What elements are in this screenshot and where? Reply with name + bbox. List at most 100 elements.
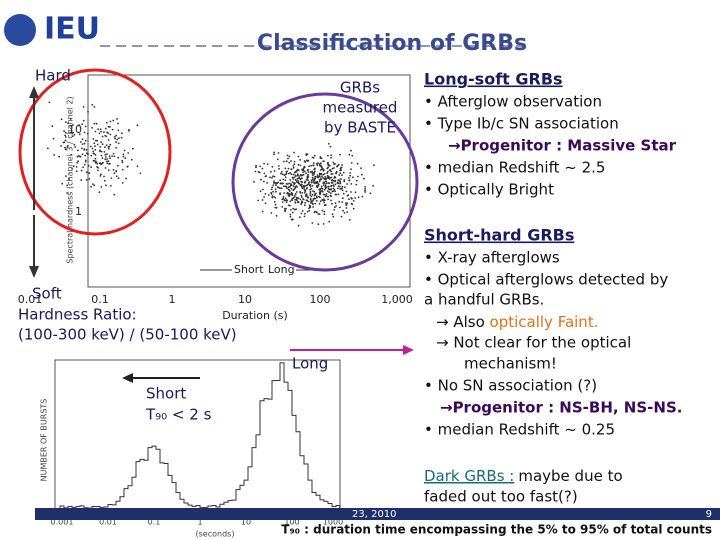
scatter-dot [361, 173, 363, 176]
x-tick-label: 1,000 [381, 293, 413, 306]
scatter-dot [74, 146, 77, 148]
scatter-dot [271, 195, 274, 197]
scatter-dot [335, 205, 337, 207]
scatter-dot [331, 213, 334, 216]
scatter-dot [283, 160, 285, 163]
scatter-dot [294, 198, 296, 201]
scatter-dot [101, 143, 104, 146]
arrowhead [122, 373, 133, 383]
scatter-dot [290, 209, 292, 211]
scatter-dot [122, 153, 125, 156]
hist-y-label: NUMBER OF BURSTS [40, 399, 49, 482]
scatter-dot [125, 177, 127, 180]
scatter-dot [325, 194, 328, 197]
scatter-dot [287, 194, 290, 197]
scatter-dot [79, 141, 82, 143]
scatter-dot [309, 185, 312, 188]
scatter-dot [103, 175, 105, 178]
scatter-dot [327, 195, 329, 198]
scatter-dot [319, 178, 321, 181]
scatter-dot [311, 172, 314, 175]
scatter-dot [323, 210, 326, 213]
scatter-dot [281, 201, 284, 203]
legend-short: Short [234, 263, 264, 276]
scatter-dot [339, 187, 342, 190]
scatter-dot [352, 176, 354, 179]
scatter-dot [310, 195, 313, 198]
scatter-dot [339, 206, 341, 209]
scatter-dot [322, 223, 325, 225]
scatter-dot [267, 194, 270, 196]
scatter-dot [257, 171, 260, 173]
scatter-dot [291, 176, 294, 179]
scatter-dot [285, 160, 288, 163]
scatter-dot [48, 101, 51, 104]
scatter-dot [338, 200, 341, 203]
scatter-dot [304, 185, 307, 187]
scatter-dot [323, 188, 326, 191]
scatter-dot [63, 141, 66, 144]
scatter-dot [307, 200, 310, 203]
scatter-dot [328, 176, 331, 179]
scatter-dot [300, 196, 303, 199]
scatter-dot [283, 192, 285, 194]
scatter-dot [113, 172, 116, 175]
scatter-dot [269, 176, 271, 179]
scatter-dot [64, 134, 66, 137]
scatter-dot [343, 212, 346, 214]
scatter-dot [80, 169, 83, 172]
scatter-dot [92, 150, 95, 153]
scatter-dot [117, 142, 120, 145]
scatter-dot [299, 159, 301, 161]
scatter-dot [285, 170, 288, 173]
scatter-dot [71, 135, 74, 138]
scatter-dot [308, 183, 310, 186]
scatter-dot [304, 202, 306, 204]
scatter-dot [274, 197, 277, 199]
scatter-dot [276, 158, 279, 161]
dark-line: Dark GRBs : maybe due to [424, 467, 623, 485]
scatter-dot [264, 175, 267, 178]
scatter-dot [312, 206, 314, 208]
scatter-dot [325, 180, 328, 183]
scatter-dot [277, 152, 280, 154]
scatter-dot [287, 204, 290, 207]
scatter-dot [334, 162, 336, 165]
scatter-dot [314, 167, 316, 170]
scatter-dot [273, 200, 276, 203]
scatter-dot [294, 192, 297, 195]
scatter-dot [263, 196, 265, 198]
scatter-dot [104, 134, 107, 137]
scatter-dot [295, 198, 298, 201]
scatter-dot [94, 139, 97, 142]
scatter-dot [294, 201, 297, 204]
scatter-dot [110, 177, 113, 180]
scatter-dot [319, 193, 322, 196]
scatter-dot [316, 176, 319, 179]
scatter-dot [297, 169, 300, 172]
scatter-dot [312, 198, 315, 201]
scatter-dot [325, 177, 328, 180]
scatter-dot [315, 199, 318, 202]
scatter-dot [109, 126, 111, 128]
scatter-dot [117, 177, 120, 180]
footer-note: T₉₀ : duration time encompassing the 5% … [281, 523, 712, 537]
scatter-dot [105, 184, 107, 187]
scatter-dot [286, 154, 289, 157]
bullet: • Optically Bright [424, 181, 554, 199]
scatter-dot [287, 167, 290, 170]
scatter-dot [293, 183, 296, 186]
scatter-dot [302, 198, 305, 201]
dark-line: faded out too fast(?) [424, 488, 578, 506]
scatter-dot [343, 179, 346, 181]
scatter-dot [303, 188, 306, 191]
scatter-dot [263, 172, 266, 175]
scatter-dot [71, 132, 74, 135]
scatter-dot [290, 173, 293, 176]
hist-x-tick: 100 [284, 518, 299, 527]
scatter-dot [264, 193, 267, 195]
scatter-dot [313, 194, 316, 197]
scatter-dot [78, 124, 80, 126]
scatter-dot [352, 207, 355, 210]
x-tick-label: 10 [238, 293, 252, 306]
